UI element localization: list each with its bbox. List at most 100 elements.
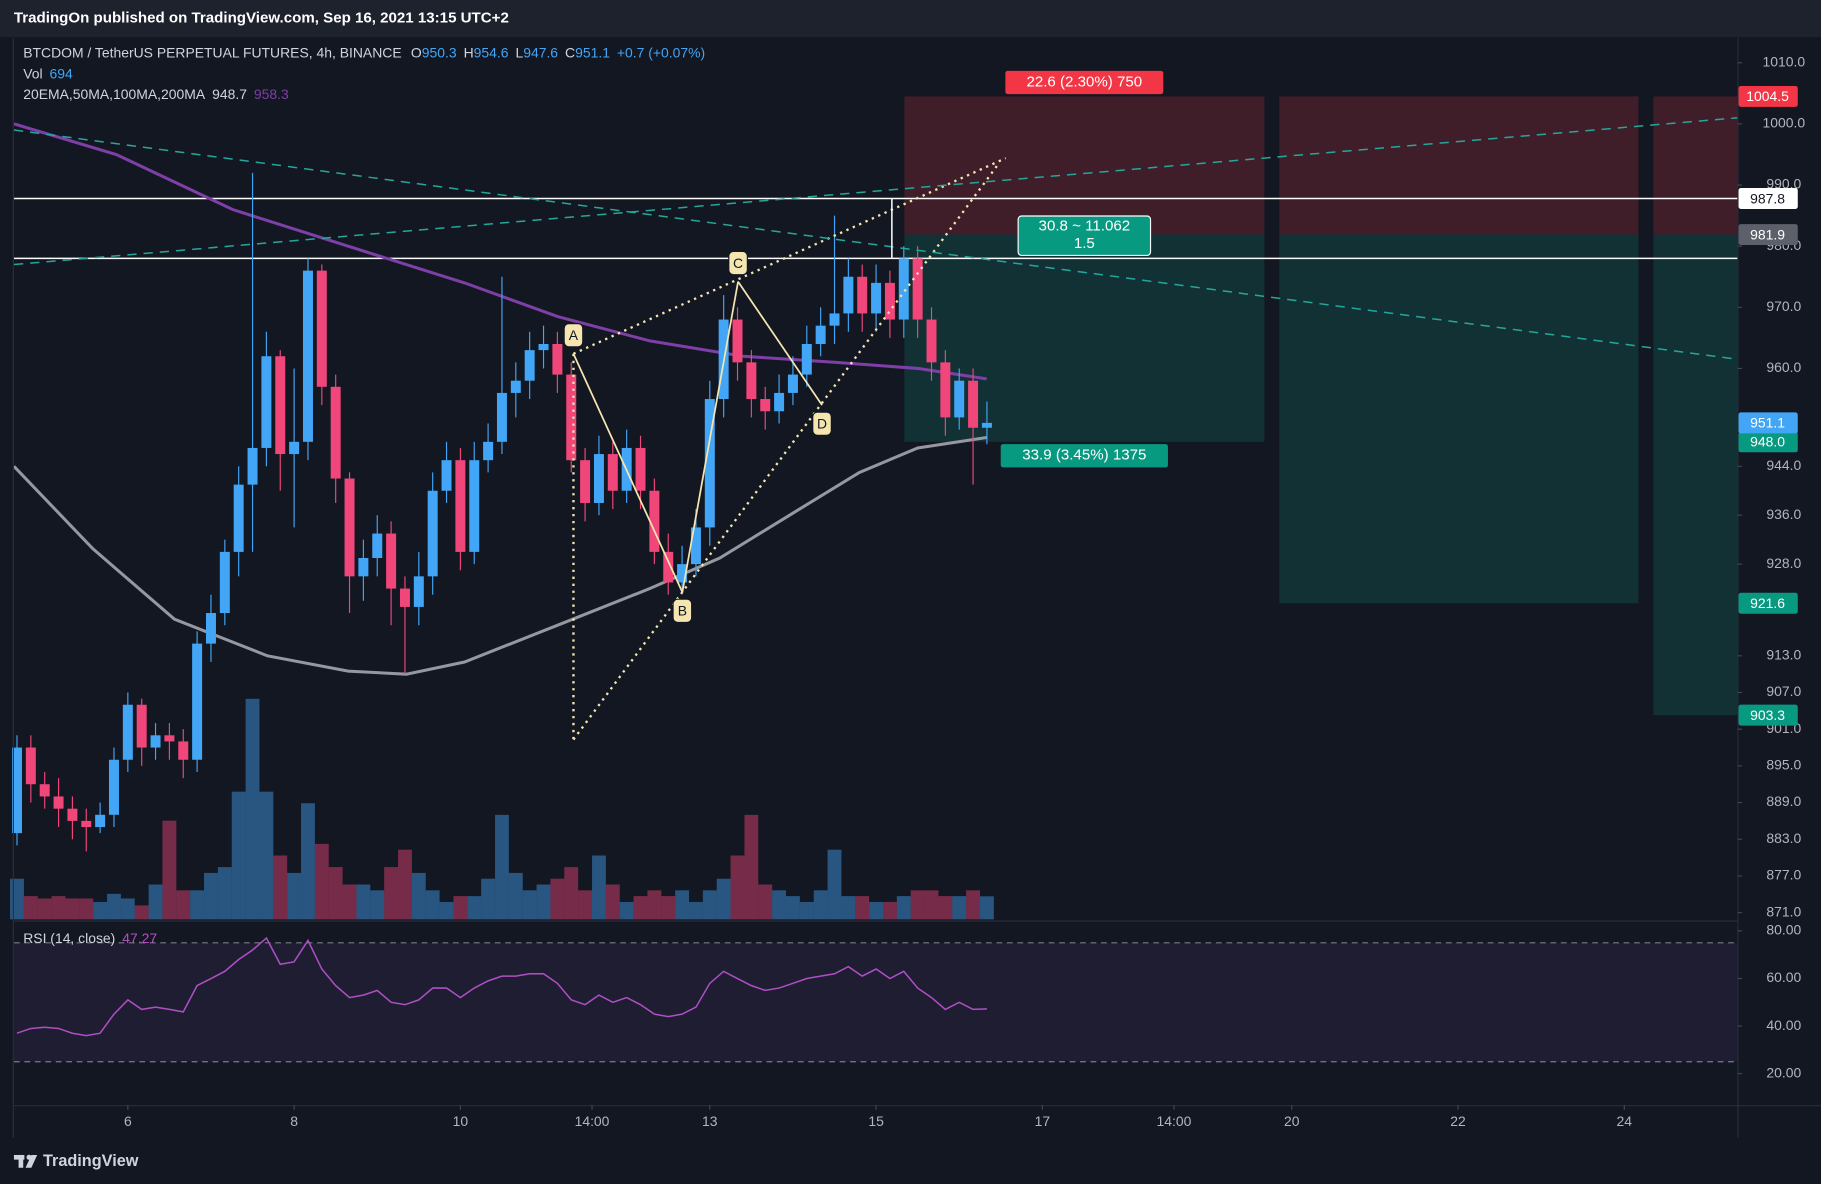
candle-body xyxy=(344,478,355,577)
pattern-point-bg xyxy=(672,598,693,624)
ratio-label: 30.8 ~ 11.062 xyxy=(1039,217,1131,234)
price-label: 921.6 xyxy=(1750,595,1785,611)
candle-body xyxy=(774,392,785,412)
candle-body xyxy=(968,380,979,428)
volume-bar xyxy=(23,896,38,920)
ohlc-label: H xyxy=(464,44,474,60)
footer-brand: TradingView xyxy=(43,1152,139,1170)
pattern-point-bg xyxy=(563,323,584,348)
price-label: 948.0 xyxy=(1750,434,1785,450)
rsi-band-fill xyxy=(13,942,1738,1062)
candle-body xyxy=(912,258,923,320)
pattern-point-bg xyxy=(812,411,832,436)
trend-line xyxy=(572,162,1001,741)
price-label-bg xyxy=(1738,704,1798,726)
pattern-point-label: A xyxy=(569,327,579,343)
pattern-point-label: C xyxy=(733,255,743,271)
candle-body xyxy=(843,276,854,314)
candle-body xyxy=(275,356,286,455)
candle-body xyxy=(358,558,369,577)
moving-average xyxy=(13,122,987,381)
x-tick-label: 8 xyxy=(290,1113,298,1129)
high-value: 954.6 xyxy=(474,44,509,60)
ma-value: 948.7 xyxy=(212,86,247,102)
volume-bar xyxy=(841,896,856,920)
volume-bar xyxy=(938,896,953,920)
volume-bar xyxy=(744,814,759,920)
price-label: 903.3 xyxy=(1750,707,1785,723)
y-tick-label: 928.0 xyxy=(1766,555,1801,571)
candle-body xyxy=(524,350,535,381)
price-label-bg xyxy=(1738,592,1798,614)
rsi-tick-label: 40.00 xyxy=(1766,1017,1801,1033)
logo-part xyxy=(18,1154,24,1168)
target-zone xyxy=(904,234,1265,442)
volume-value: 694 xyxy=(50,65,73,81)
rsi-name: RSI (14, close) xyxy=(23,930,115,946)
volume-bar xyxy=(661,896,676,920)
volume-bar xyxy=(536,884,551,920)
y-tick-label: 990.0 xyxy=(1766,176,1801,192)
volume-bar xyxy=(730,855,745,920)
legend-volume: Vol 694 xyxy=(23,65,73,81)
candle-body xyxy=(884,282,895,320)
candle-body xyxy=(469,460,480,552)
price-label-bg xyxy=(1738,224,1798,246)
volume-bar xyxy=(508,872,523,920)
ratio-label-bg xyxy=(1017,215,1152,257)
volume-bar xyxy=(578,890,593,920)
candle-body xyxy=(496,392,507,442)
candle-body xyxy=(981,422,992,428)
candle-body xyxy=(898,258,909,320)
volume-bar xyxy=(314,843,329,920)
candle-body xyxy=(372,533,383,559)
price-label-bg xyxy=(1738,431,1798,453)
candle-body xyxy=(233,484,244,552)
rsi-tick-label: 60.00 xyxy=(1766,969,1801,985)
stop-zone xyxy=(904,96,1265,235)
volume-bar xyxy=(79,898,94,920)
rsi-value: 47.27 xyxy=(122,930,157,946)
volume-bar xyxy=(883,901,897,920)
y-tick-label: 877.0 xyxy=(1766,867,1801,883)
open-value: 950.3 xyxy=(422,44,457,60)
y-tick-label: 1000.0 xyxy=(1763,115,1806,131)
volume-bar xyxy=(107,893,121,920)
candle-body xyxy=(787,374,798,393)
candle-body xyxy=(67,808,78,821)
y-tick-label: 936.0 xyxy=(1766,506,1801,522)
candles xyxy=(11,172,992,852)
target-zone xyxy=(1653,234,1738,716)
candle-body xyxy=(566,374,577,461)
volume-bar xyxy=(869,901,884,920)
volume-name: Vol xyxy=(23,65,42,81)
volume-bar xyxy=(827,849,842,920)
candle-body xyxy=(940,362,951,418)
x-tick-label: 15 xyxy=(868,1113,884,1129)
volume-bar xyxy=(772,890,787,920)
x-tick-label: 6 xyxy=(124,1113,132,1129)
y-tick-label: 883.0 xyxy=(1766,830,1801,846)
candle-body xyxy=(53,796,64,809)
volume-bar xyxy=(342,884,357,920)
candle-body xyxy=(247,447,258,485)
volume-bar xyxy=(190,890,205,920)
legend-rsi: RSI (14, close) 47.27 xyxy=(23,930,157,946)
candle-body xyxy=(607,454,618,491)
target-zone xyxy=(1279,234,1639,604)
volume-bar xyxy=(134,905,149,920)
candle-body xyxy=(39,784,50,797)
candle-body xyxy=(205,613,216,644)
y-tick-label: 889.0 xyxy=(1766,793,1801,809)
volume-bar xyxy=(425,890,440,920)
ratio-label: 1.5 xyxy=(1074,235,1095,252)
candle-body xyxy=(649,490,660,552)
volume-bar xyxy=(231,791,246,920)
x-tick-label: 17 xyxy=(1035,1113,1051,1129)
volume-bar xyxy=(120,898,135,920)
volume-bar xyxy=(495,814,509,920)
trend-line xyxy=(13,129,1738,361)
pattern-leg xyxy=(681,281,739,593)
reward-label-bg xyxy=(1000,444,1168,468)
